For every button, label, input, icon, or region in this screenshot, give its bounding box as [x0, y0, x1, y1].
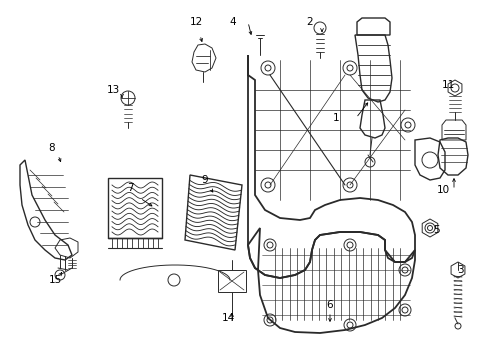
- Text: 10: 10: [436, 185, 448, 195]
- Text: 6: 6: [326, 300, 333, 310]
- Text: 4: 4: [229, 17, 236, 27]
- Text: 5: 5: [432, 225, 438, 235]
- Bar: [218, 270, 245, 292]
- Text: 15: 15: [48, 275, 61, 285]
- Text: 12: 12: [189, 17, 202, 27]
- Text: 1: 1: [332, 113, 339, 123]
- Text: 7: 7: [126, 183, 133, 193]
- Text: 9: 9: [201, 175, 208, 185]
- Text: 14: 14: [221, 313, 234, 323]
- Text: 13: 13: [106, 85, 120, 95]
- Text: 11: 11: [441, 80, 454, 90]
- Text: 3: 3: [456, 265, 462, 275]
- Text: 2: 2: [306, 17, 313, 27]
- Text: 8: 8: [49, 143, 55, 153]
